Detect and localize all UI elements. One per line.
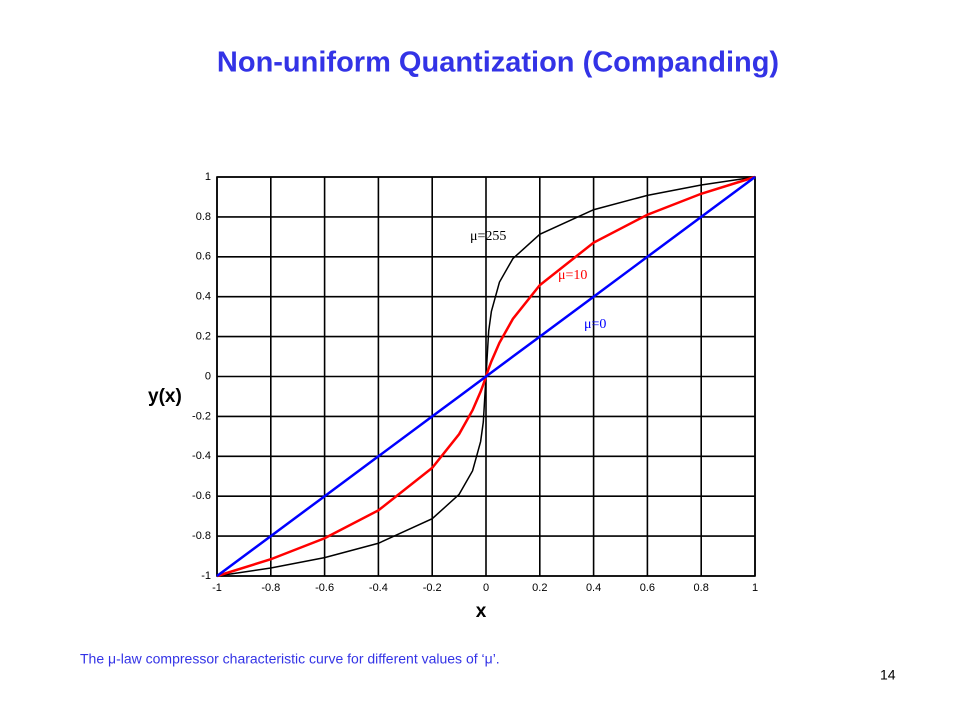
x-axis-label: x: [476, 601, 487, 622]
x-tick-label: -0.8: [261, 582, 280, 594]
x-tick-label: -0.2: [423, 582, 442, 594]
x-tick-label: 0.2: [532, 582, 547, 594]
caption: The μ-law compressor characteristic curv…: [80, 651, 500, 667]
y-tick-label: -0.8: [192, 530, 211, 542]
x-tick-label: -0.6: [315, 582, 334, 594]
y-tick-label: 0.4: [196, 291, 211, 303]
series-label: μ=0: [584, 317, 606, 332]
slide-title: Non-uniform Quantization (Companding): [217, 47, 779, 79]
x-tick-label: 0.8: [694, 582, 709, 594]
y-tick-label: -0.2: [192, 410, 211, 422]
y-tick-label: -0.4: [192, 450, 211, 462]
x-tick-label: 0: [483, 582, 489, 594]
x-tick-label: 0.4: [586, 582, 601, 594]
page-number: 14: [880, 667, 896, 683]
x-tick-label: 0.6: [640, 582, 655, 594]
x-tick-label: -1: [212, 582, 222, 594]
x-tick-label: -0.4: [369, 582, 388, 594]
y-tick-label: 0: [205, 370, 211, 382]
y-axis-label: y(x): [148, 386, 182, 407]
y-tick-label: -1: [201, 570, 211, 582]
y-tick-label: 0.8: [196, 211, 211, 223]
x-tick-label: 1: [752, 582, 758, 594]
y-tick-label: 0.2: [196, 331, 211, 343]
series-label: μ=10: [558, 268, 587, 283]
y-tick-label: 0.6: [196, 251, 211, 263]
y-tick-label: 1: [205, 171, 211, 183]
series-line: [216, 175, 756, 578]
series-label: μ=255: [470, 229, 506, 244]
y-tick-label: -0.6: [192, 490, 211, 502]
